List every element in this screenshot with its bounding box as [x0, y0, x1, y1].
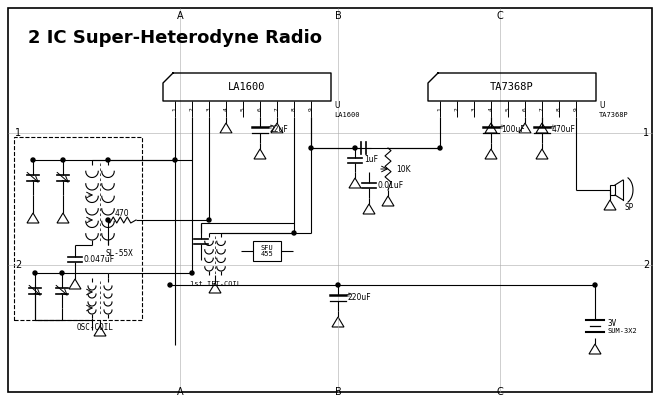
- Circle shape: [309, 146, 313, 150]
- Text: SL-55X: SL-55X: [105, 248, 133, 258]
- Circle shape: [33, 271, 37, 275]
- Text: A: A: [177, 11, 183, 21]
- Text: 5: 5: [240, 107, 246, 111]
- Text: 8: 8: [292, 107, 296, 111]
- Text: 1uF: 1uF: [364, 156, 378, 164]
- Circle shape: [31, 158, 35, 162]
- Text: +: +: [549, 124, 555, 130]
- Circle shape: [190, 271, 194, 275]
- Text: U: U: [334, 102, 339, 110]
- Bar: [253, 241, 281, 261]
- Text: LA1600: LA1600: [334, 112, 360, 118]
- Circle shape: [207, 218, 211, 222]
- Text: SP: SP: [624, 204, 634, 212]
- Circle shape: [593, 283, 597, 287]
- Text: 6: 6: [523, 107, 527, 111]
- Text: 0.047uF: 0.047uF: [84, 254, 115, 264]
- Text: 3: 3: [471, 107, 477, 111]
- Text: SFU
455: SFU 455: [261, 244, 273, 258]
- Circle shape: [106, 218, 110, 222]
- Text: C: C: [496, 387, 504, 397]
- Text: 3: 3: [207, 107, 211, 111]
- Text: 8: 8: [556, 107, 562, 111]
- Text: C: C: [496, 11, 504, 21]
- Text: A: A: [177, 387, 183, 397]
- Text: +: +: [267, 124, 273, 130]
- Text: 1: 1: [15, 128, 21, 138]
- Text: +: +: [498, 124, 504, 130]
- Text: 4: 4: [224, 107, 228, 111]
- Text: 9: 9: [308, 107, 314, 111]
- Text: 7: 7: [539, 107, 544, 111]
- Text: 220uF: 220uF: [348, 294, 372, 302]
- Text: 5: 5: [506, 107, 510, 111]
- Text: OSC-COIL: OSC-COIL: [77, 324, 114, 332]
- Text: 0.01uF: 0.01uF: [378, 180, 404, 190]
- Text: 100uF: 100uF: [501, 126, 525, 134]
- Text: LA1600: LA1600: [228, 82, 266, 92]
- Text: 470uF: 470uF: [552, 126, 576, 134]
- Circle shape: [106, 158, 110, 162]
- Text: 6: 6: [257, 107, 263, 111]
- Text: +: +: [345, 292, 351, 298]
- Text: 9: 9: [574, 107, 579, 111]
- Circle shape: [60, 271, 64, 275]
- Text: 1: 1: [438, 107, 442, 111]
- Text: 22uF: 22uF: [270, 126, 289, 134]
- Text: 2: 2: [643, 260, 649, 270]
- Text: 10K: 10K: [396, 164, 411, 174]
- Text: 7: 7: [275, 107, 279, 111]
- Text: 2: 2: [15, 260, 21, 270]
- Text: U: U: [599, 102, 605, 110]
- Text: SUM-3X2: SUM-3X2: [607, 328, 637, 334]
- Text: 470: 470: [115, 210, 129, 218]
- Circle shape: [336, 283, 340, 287]
- Circle shape: [438, 146, 442, 150]
- Text: TA7368P: TA7368P: [490, 82, 534, 92]
- Circle shape: [168, 283, 172, 287]
- Text: B: B: [335, 387, 341, 397]
- Bar: [610, 185, 615, 195]
- Bar: [14, 137, 142, 320]
- Text: 1: 1: [172, 107, 178, 111]
- Text: TA7368P: TA7368P: [599, 112, 629, 118]
- Text: 1: 1: [643, 128, 649, 138]
- Text: 4: 4: [488, 107, 494, 111]
- Circle shape: [292, 231, 296, 235]
- Text: 2 IC Super-Heterodyne Radio: 2 IC Super-Heterodyne Radio: [28, 29, 322, 47]
- Text: B: B: [335, 11, 341, 21]
- Text: 3V: 3V: [607, 318, 616, 328]
- Text: 2: 2: [189, 107, 195, 111]
- Circle shape: [173, 158, 177, 162]
- Text: 1st IFT-COIL: 1st IFT-COIL: [189, 281, 240, 287]
- Circle shape: [61, 158, 65, 162]
- Circle shape: [353, 146, 357, 150]
- Text: 2: 2: [455, 107, 459, 111]
